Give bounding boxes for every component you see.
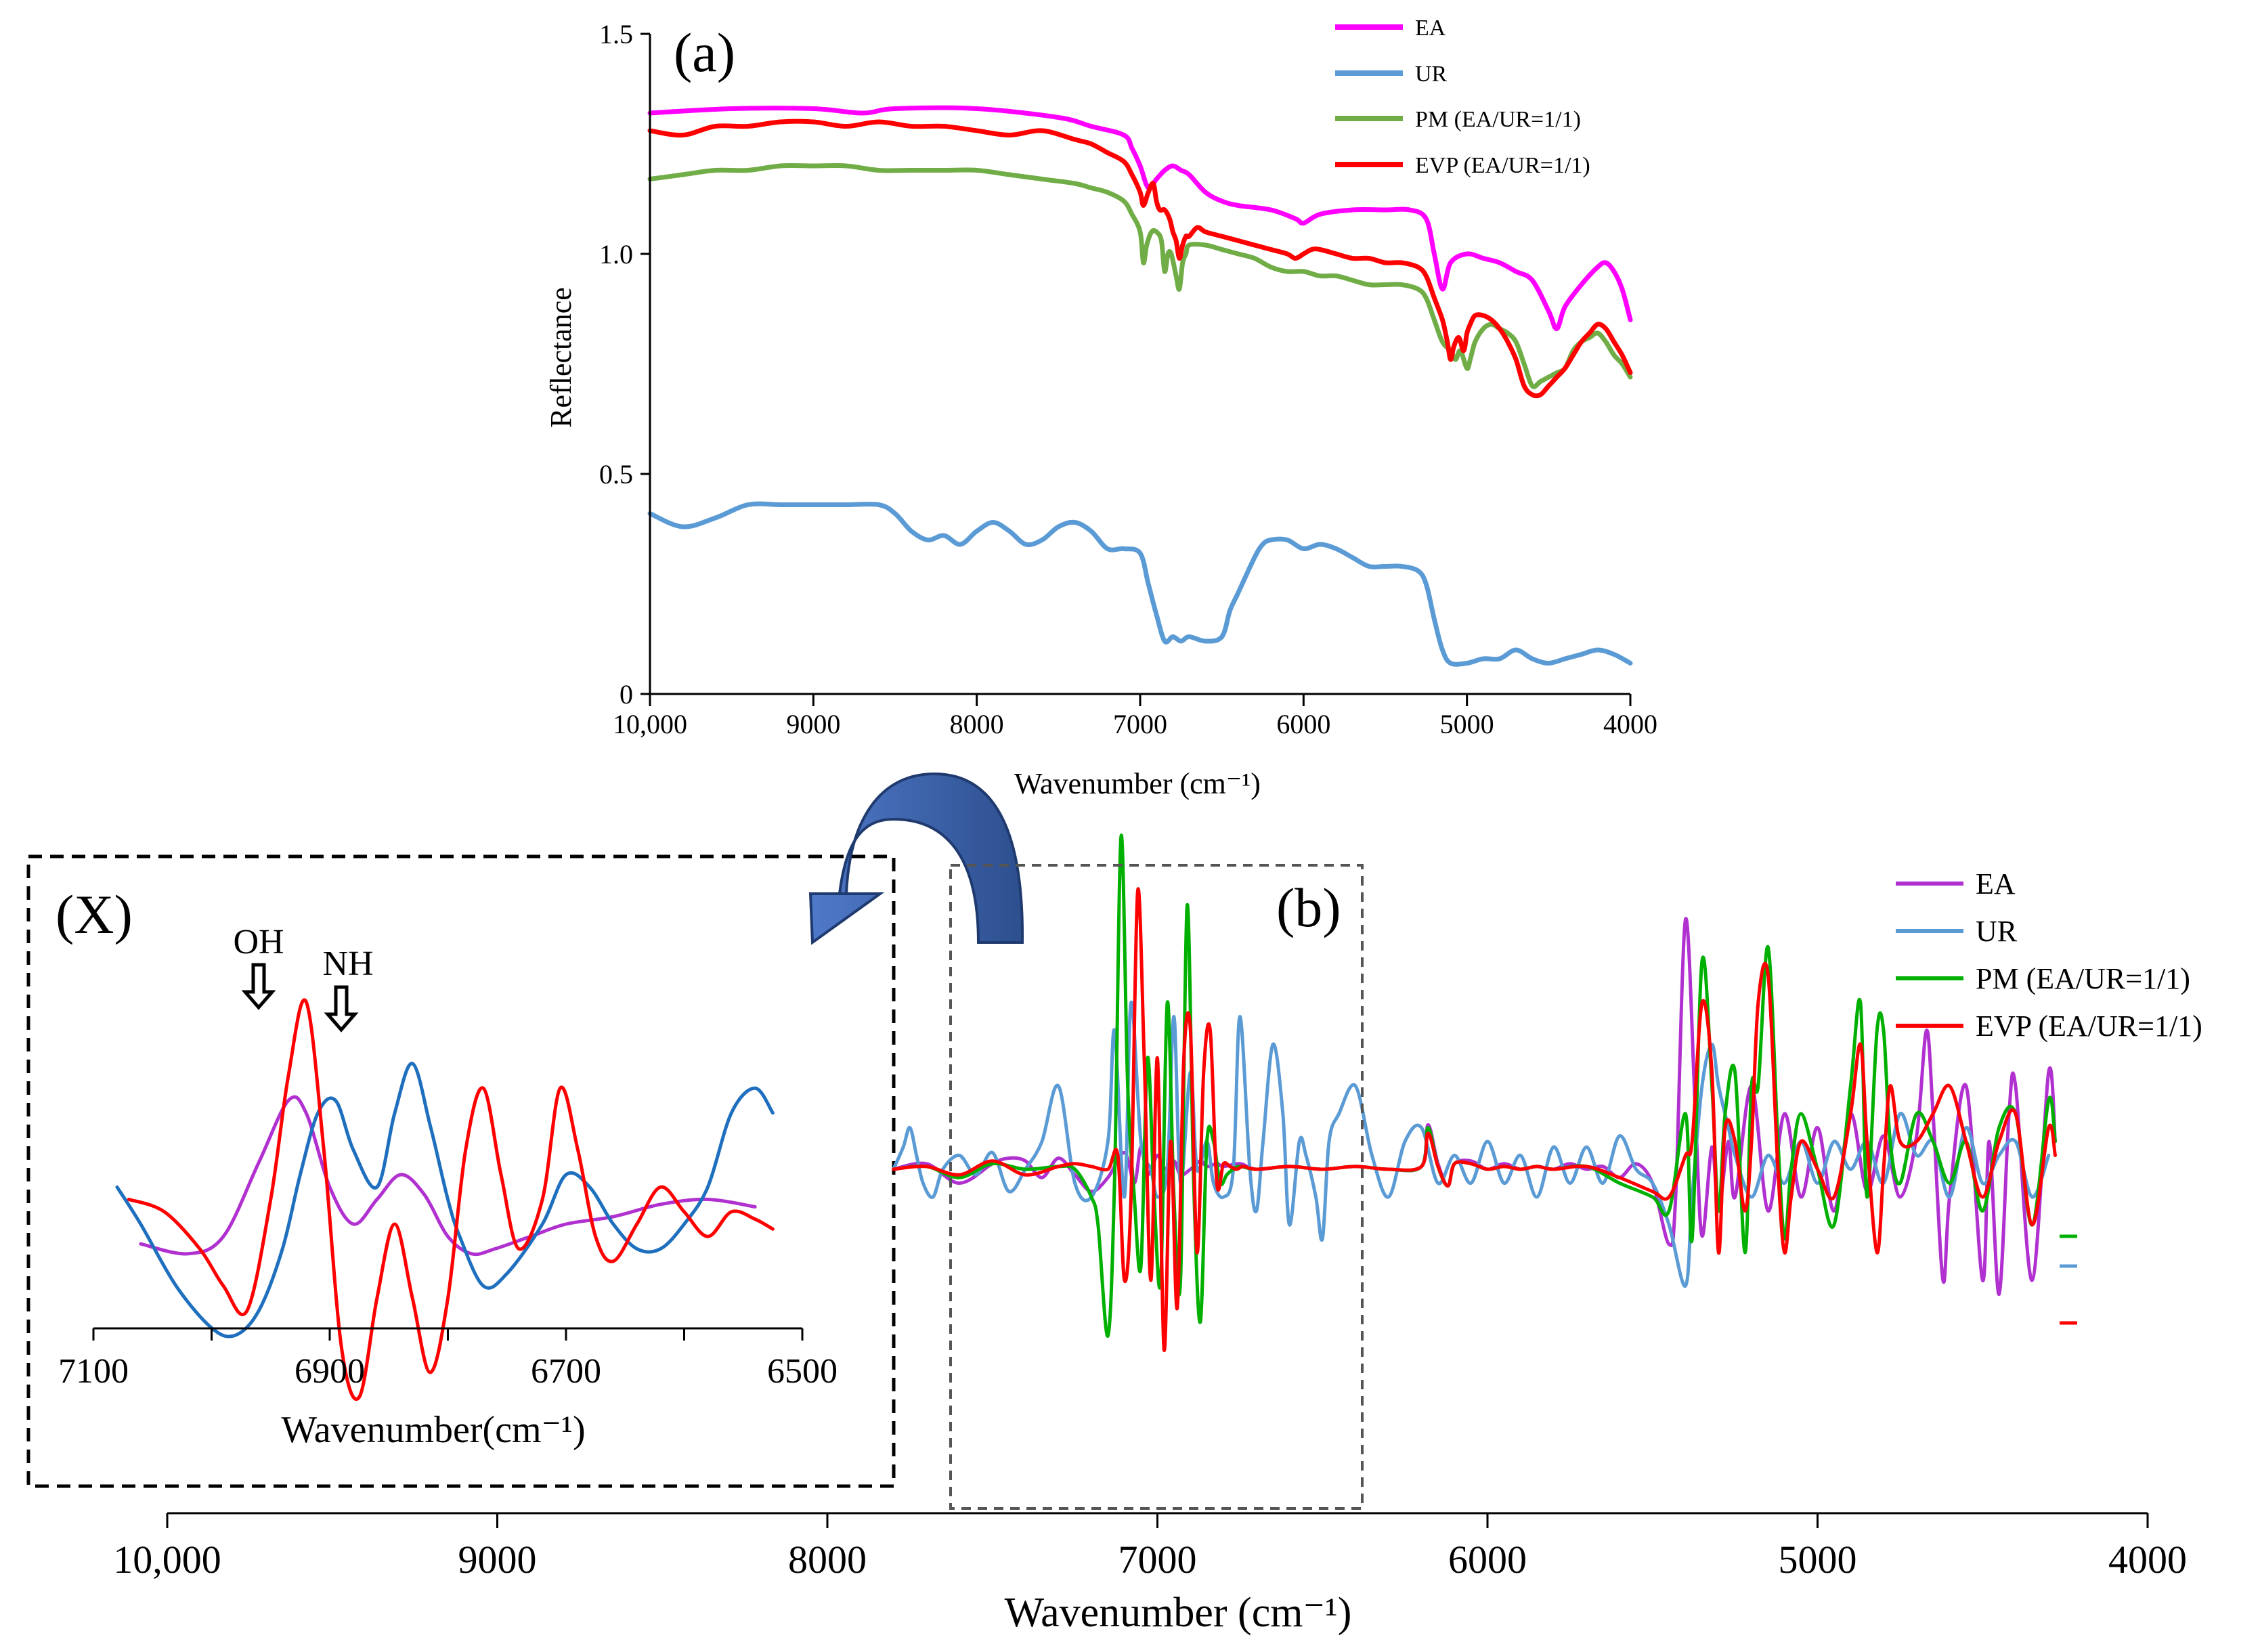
- zoom-arrow-icon: [808, 772, 1024, 945]
- panel-x-x-tick-label-7100: 7100: [58, 1352, 129, 1391]
- panel-a-series-pm-ea-ur-1-1: [647, 163, 1633, 389]
- panel-a-label: (a): [674, 22, 735, 83]
- panel-b-x-tick-label-10000: 10,000: [113, 1538, 221, 1582]
- panel-b-ticks: 10,000 9000 8000 7000 6000 5000 4000: [113, 1513, 2187, 1582]
- panel-x-x-tick-label-6500: 6500: [767, 1352, 838, 1391]
- panel-b-legend-label-ea: EA: [1976, 867, 2016, 900]
- panel-b-x-tick-label-6000: 6000: [1448, 1538, 1527, 1582]
- panel-a-x-tick-label-7000: 7000: [1113, 709, 1167, 739]
- panel-b-series-group: [892, 833, 2057, 1352]
- panel-x-frame: [26, 854, 896, 1488]
- panel-b-legend-label-evp: EVP (EA/UR=1/1): [1976, 1009, 2202, 1043]
- panel-x-x-tick-label-6700: 6700: [531, 1352, 601, 1391]
- panel-a-legend-label-ea: EA: [1415, 16, 1446, 41]
- panel-a-y-tick-label-0: 0: [620, 679, 633, 710]
- panel-a-legend-label-ur: UR: [1415, 62, 1448, 87]
- panel-b-highlight-box: [949, 864, 1364, 1510]
- panel-a-series-group: [647, 105, 1633, 667]
- panel-a-ticks: 10,000 9000 8000 7000 6000 5000 4000 0 0.5 1.0 1.5: [599, 19, 1657, 739]
- panel-a-x-tick-label-10000: 10,000: [613, 709, 687, 739]
- panel-b-legend-item-pm: PM (EA/UR=1/1): [1896, 962, 2190, 995]
- panel-a-legend-item-ur: UR: [1335, 62, 1448, 87]
- panel-a-x-tick-label-8000: 8000: [950, 709, 1004, 739]
- panel-b-series-evp-ea-ur-1-1: [892, 887, 2057, 1352]
- panel-a-series-evp-ea-ur-1-1: [647, 118, 1633, 399]
- panel-x-label: (X): [56, 884, 133, 945]
- panel-a-series-ur: [647, 501, 1633, 667]
- panel-b-legend-item-ur: UR: [1896, 915, 2018, 948]
- panel-a-x-axis-title: Wavenumber (cm⁻¹): [1014, 767, 1261, 800]
- panel-a-x-tick-label-4000: 4000: [1603, 709, 1657, 739]
- panel-a-x-tick-label-5000: 5000: [1440, 709, 1494, 739]
- panel-a-legend: EA UR PM (EA/UR=1/1) EVP (EA/UR=1/1): [1335, 16, 1590, 178]
- panel-a-legend-item-ea: EA: [1335, 16, 1446, 41]
- panel-b-x-axis-title: Wavenumber (cm⁻¹): [1005, 1590, 1352, 1636]
- panel-x-x-tick-label-6900: 6900: [295, 1352, 365, 1391]
- panel-b-legend: EA UR PM (EA/UR=1/1) EVP (EA/UR=1/1): [1896, 867, 2202, 1043]
- panel-a-x-tick-label-6000: 6000: [1276, 709, 1330, 739]
- panel-x-series-evp-ea-ur-1-1: [127, 998, 775, 1401]
- panel-x-series-group: [115, 998, 775, 1401]
- panel-x-ticks: 7100 6900 6700 6500: [58, 1328, 838, 1391]
- oh-arrow-icon: [241, 963, 276, 1010]
- panel-b-legend-item-evp: EVP (EA/UR=1/1): [1896, 1009, 2202, 1043]
- nh-annotation: NH: [322, 944, 374, 1032]
- panel-a-y-tick-label-1: 1.0: [599, 239, 633, 269]
- panel-a: 10,000 9000 8000 7000 6000 5000 4000 0 0.5 1.0 1.5…: [544, 16, 1657, 800]
- panel-b-legend-label-ur: UR: [1976, 915, 2018, 948]
- panel-a-y-tick-label-0-5: 0.5: [599, 459, 633, 490]
- panel-a-x-tick-label-9000: 9000: [786, 709, 840, 739]
- panel-x-x-axis-title: Wavenumber(cm⁻¹): [281, 1409, 585, 1451]
- oh-annotation: OH: [233, 923, 284, 1010]
- panel-x-series-ur: [115, 1062, 775, 1339]
- panel-b-trace-end-markers: [2060, 1234, 2077, 1325]
- panel-x-inset: 7100 6900 6700 6500 (X) Wavenumber(cm⁻¹) OH…: [26, 854, 896, 1488]
- panel-a-legend-item-evp: EVP (EA/UR=1/1): [1335, 153, 1590, 178]
- panel-b-x-tick-label-5000: 5000: [1779, 1538, 1857, 1582]
- panel-a-legend-label-pm: PM (EA/UR=1/1): [1415, 107, 1581, 132]
- panel-b-x-tick-label-9000: 9000: [458, 1538, 537, 1582]
- panel-b-x-tick-label-4000: 4000: [2108, 1538, 2187, 1582]
- panel-a-y-axis-title: Reflectance: [544, 287, 578, 428]
- panel-b-x-tick-label-7000: 7000: [1118, 1538, 1197, 1582]
- panel-a-legend-label-evp: EVP (EA/UR=1/1): [1415, 153, 1590, 178]
- panel-b-legend-item-ea: EA: [1896, 867, 2016, 900]
- panel-b-legend-label-pm: PM (EA/UR=1/1): [1976, 962, 2190, 995]
- panel-a-y-tick-label-1-5: 1.5: [599, 19, 633, 49]
- panel-b-x-tick-label-8000: 8000: [788, 1538, 867, 1582]
- panel-a-legend-item-pm: PM (EA/UR=1/1): [1335, 107, 1581, 132]
- nh-label: NH: [322, 944, 373, 983]
- panel-b-series-ur: [892, 1001, 2051, 1288]
- panel-a-series-ea: [647, 105, 1633, 331]
- oh-label: OH: [233, 923, 284, 961]
- panel-b: 10,000 9000 8000 7000 6000 5000 4000 (b) Waven…: [113, 833, 2202, 1636]
- nh-arrow-icon: [324, 985, 359, 1032]
- panel-b-label: (b): [1276, 877, 1341, 938]
